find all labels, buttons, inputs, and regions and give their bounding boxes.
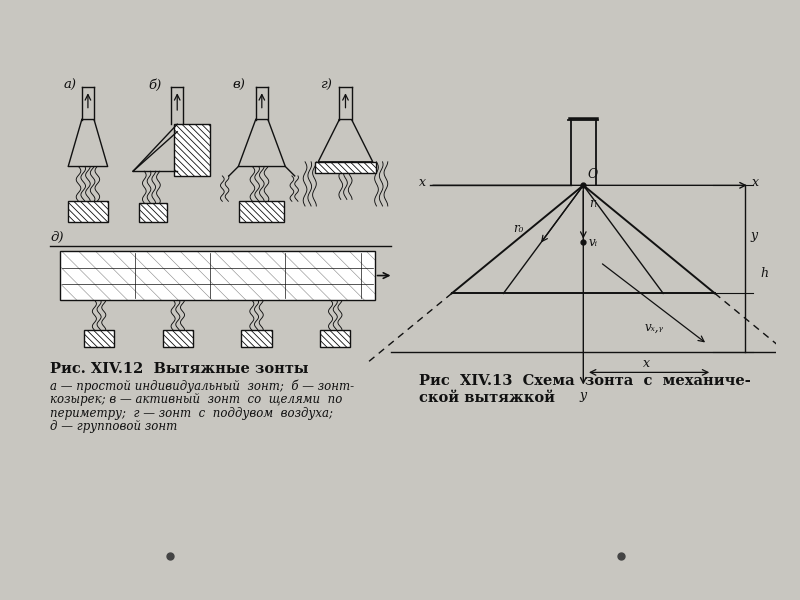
Text: Рис. XIV.12  Вытяжные зонты: Рис. XIV.12 Вытяжные зонты (50, 362, 309, 376)
Bar (138, 203, 167, 222)
Text: козырек; в — активный  зонт  со  щелями  по: козырек; в — активный зонт со щелями по (50, 394, 342, 406)
Text: а): а) (63, 79, 77, 91)
Text: x: x (751, 176, 758, 189)
Text: x: x (642, 357, 650, 370)
Text: периметру;  г — зонт  с  поддувом  воздуха;: периметру; г — зонт с поддувом воздуха; (50, 407, 334, 419)
Bar (60, 251, 374, 300)
Bar (68, 202, 108, 222)
Text: в): в) (233, 79, 246, 91)
Text: а — простой индивидуальный  зонт;  б — зонт-: а — простой индивидуальный зонт; б — зон… (50, 380, 354, 393)
Text: rᵢ: rᵢ (589, 197, 597, 209)
Bar (320, 330, 350, 347)
Text: x: x (419, 176, 426, 189)
Text: ской вытяжкой: ской вытяжкой (419, 391, 555, 404)
Bar (162, 330, 193, 347)
Text: r₀: r₀ (513, 221, 523, 235)
Bar (174, 124, 210, 176)
Text: д): д) (50, 231, 64, 244)
Text: h: h (760, 267, 768, 280)
Text: O: O (587, 168, 598, 181)
Bar (315, 162, 375, 173)
Text: y: y (579, 389, 586, 402)
Bar (242, 330, 271, 347)
Text: д — групповой зонт: д — групповой зонт (50, 420, 178, 433)
Text: г): г) (320, 79, 332, 91)
Bar (239, 202, 284, 222)
Text: vᵢ: vᵢ (589, 236, 598, 249)
Text: y: y (750, 229, 758, 242)
Text: Рис  XIV.13  Схема  зонта  с  механиче-: Рис XIV.13 Схема зонта с механиче- (419, 374, 750, 388)
Text: vₓ,ᵧ: vₓ,ᵧ (645, 321, 663, 334)
Text: б): б) (148, 79, 162, 91)
Bar (84, 330, 114, 347)
